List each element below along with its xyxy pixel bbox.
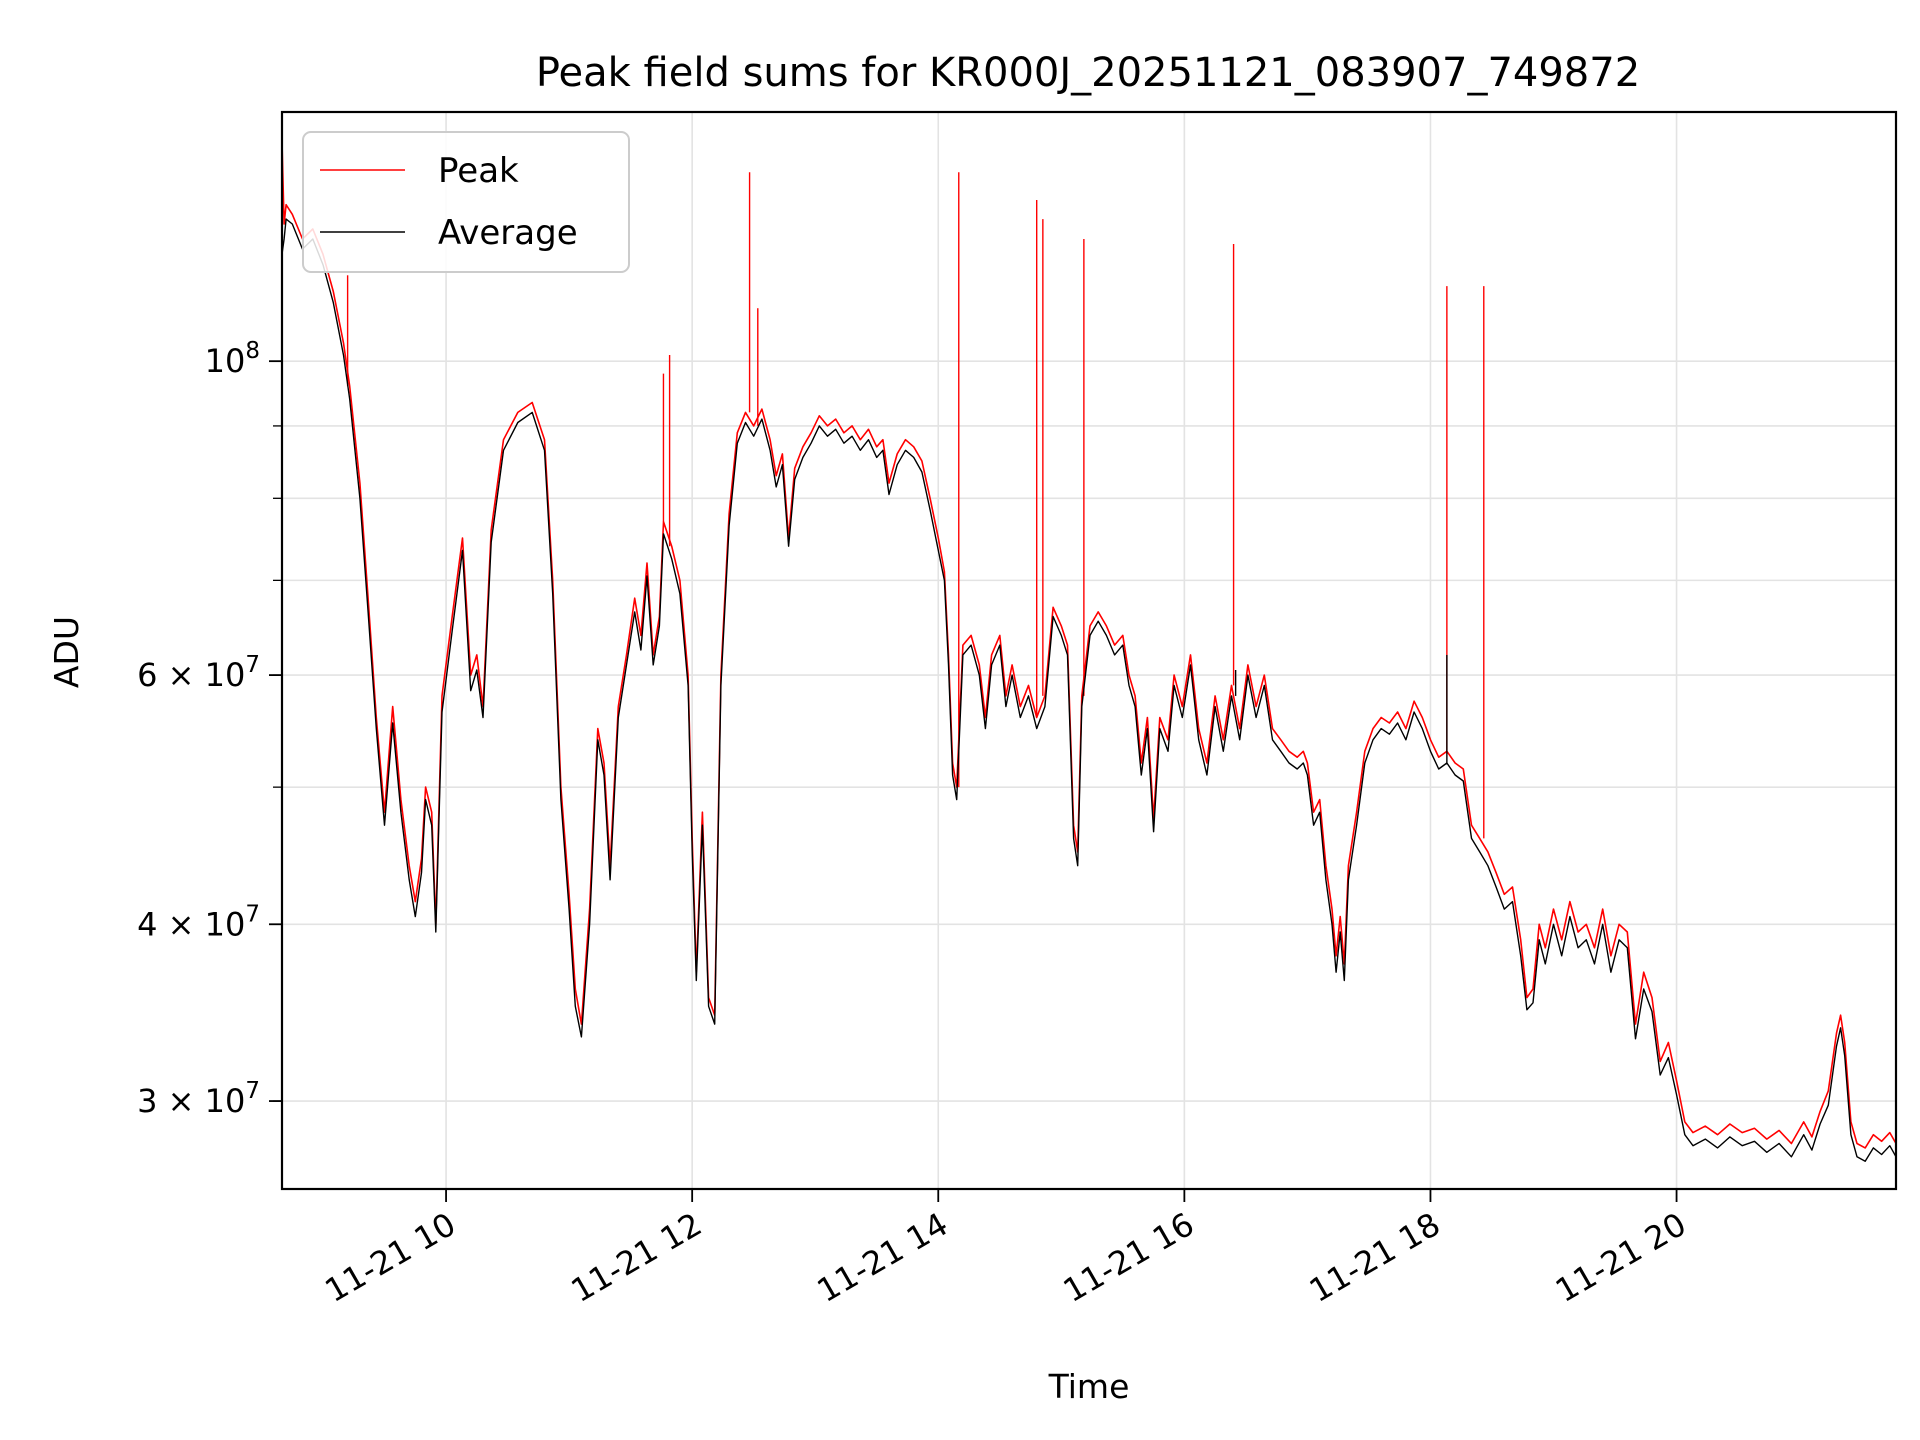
grid-lines [282,112,1896,1189]
y-axis-ticks: 3 × 107 4 × 107 6 × 107 108 [137,338,282,1120]
y-tick-label: 4 × 107 [137,901,260,943]
legend: Peak Average [302,131,630,273]
chart-title: Peak field sums for KR000J_20251121_0839… [536,50,1640,96]
plot-area [282,112,1896,1162]
y-tick-label: 6 × 107 [137,652,260,694]
legend-box [302,131,630,273]
series-line-average [282,218,1896,1162]
series-average-group [282,218,1896,1162]
y-tick-label: 3 × 107 [137,1078,260,1120]
y-axis-label: ADU [47,616,86,688]
legend-label-peak: Peak [438,151,519,191]
legend-label-average: Average [438,213,578,253]
x-axis-label: Time [1048,1367,1130,1406]
plot-frame [280,110,1898,1191]
y-tick-label: 108 [205,338,260,380]
